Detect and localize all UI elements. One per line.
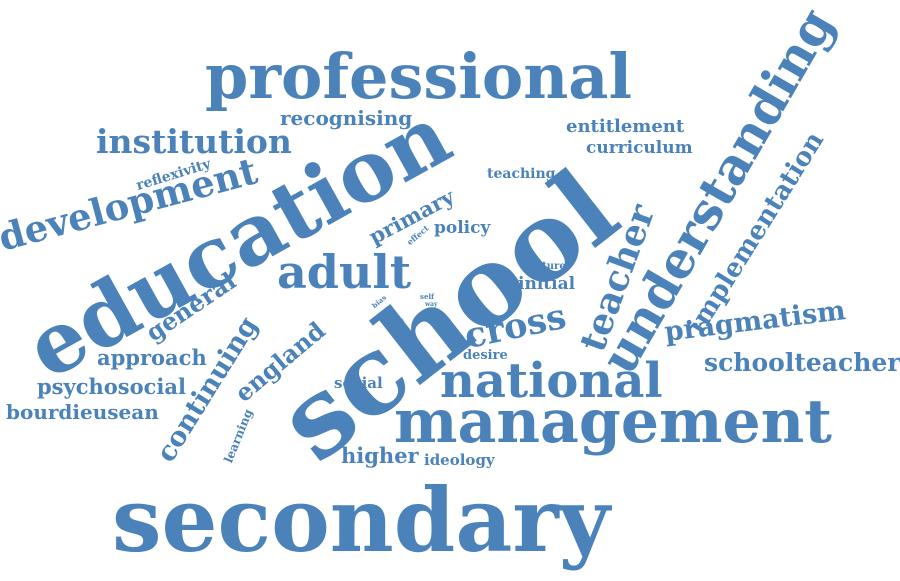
word-recognising: recognising <box>280 106 413 130</box>
word-entitlement: entitlement <box>566 116 685 137</box>
word-policy: policy <box>434 218 491 238</box>
word-adult: adult <box>277 245 412 299</box>
word-schoolteacher: schoolteacher <box>704 348 900 377</box>
word-curriculum: curriculum <box>586 138 693 158</box>
word-social: social <box>334 374 383 392</box>
word-institution: institution <box>96 122 292 161</box>
word-pragmatism: pragmatism <box>662 295 848 348</box>
word-professional: professional <box>205 40 633 113</box>
word-management: management <box>394 387 832 457</box>
word-bourdieusean: bourdieusean <box>6 400 159 424</box>
word-desire: desire <box>463 348 508 363</box>
word-learning: learning <box>221 407 256 465</box>
word-psychosocial: psychosocial <box>37 374 186 399</box>
word-culture: culture <box>525 261 566 272</box>
word-approach: approach <box>97 345 207 370</box>
word-secondary: secondary <box>112 468 610 572</box>
word-self: self <box>420 292 435 301</box>
word-higher: higher <box>341 443 419 468</box>
word-ideology: ideology <box>424 451 495 469</box>
word-teaching: teaching <box>487 166 556 182</box>
word-national: national <box>440 353 663 409</box>
word-initial: initial <box>518 274 576 294</box>
word-way: way <box>425 301 438 308</box>
